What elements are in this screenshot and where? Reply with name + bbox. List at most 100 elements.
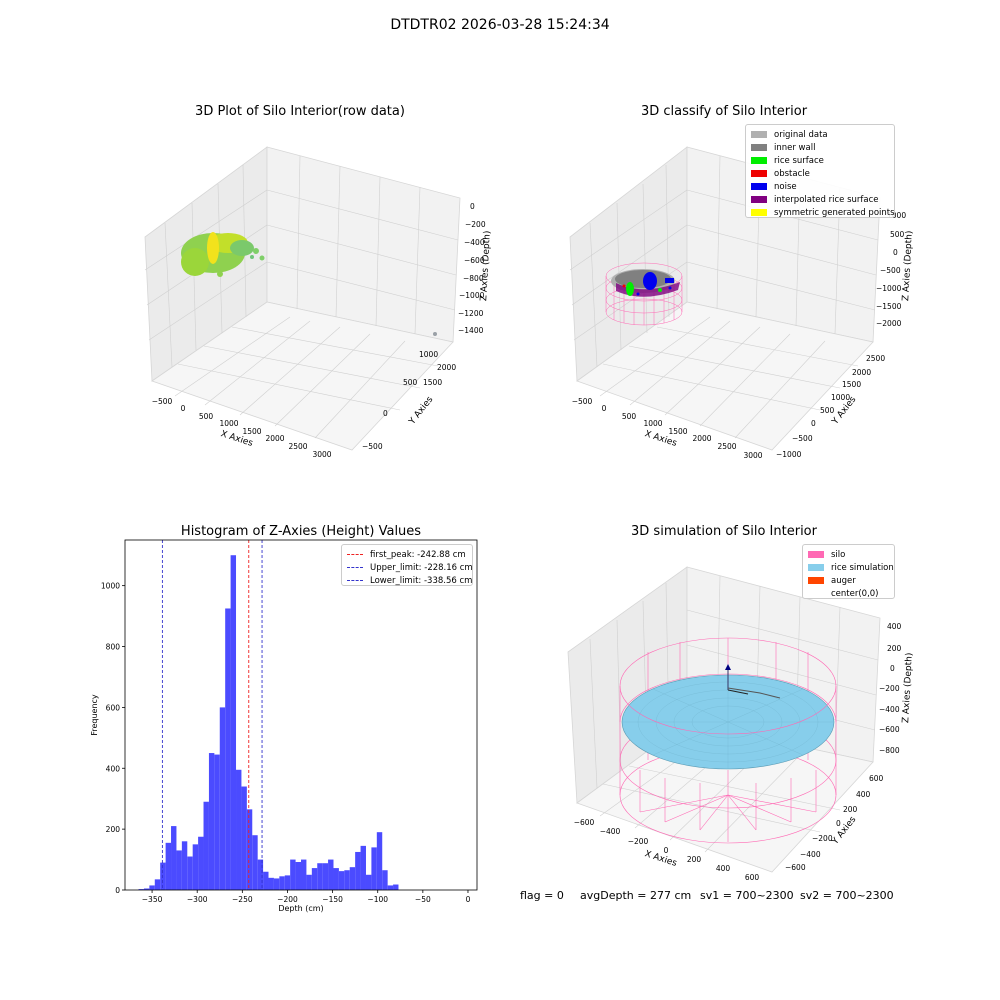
p2-ytick: 2500 — [866, 354, 885, 363]
plot2-legend: original data inner wall rice surface ob… — [745, 124, 895, 218]
histogram-bar — [290, 859, 296, 890]
legend-entry: obstacle — [751, 167, 889, 180]
hist-ylabel: Frequency — [90, 694, 99, 736]
status-sv2: sv2 = 700~2300 — [800, 889, 894, 902]
legend-entry: original data — [751, 128, 889, 141]
p4-ztick: 200 — [887, 644, 902, 653]
histogram-bar — [387, 885, 394, 890]
silo-wireframe-front — [619, 685, 837, 844]
hist-xtick-label: −200 — [277, 895, 298, 904]
p2-ztick: −1500 — [876, 302, 902, 311]
status-flag: flag = 0 — [520, 889, 564, 902]
p1-xtick: 3000 — [312, 450, 331, 459]
p4-zlabel: Z Axies (Depth) — [901, 652, 915, 723]
legend-swatch — [751, 196, 767, 203]
histogram-frame — [124, 539, 478, 891]
hist-ytick-label: 600 — [106, 703, 121, 712]
legend-line — [347, 554, 363, 555]
classified-point-cloud — [611, 269, 680, 297]
hist-xtick-label: −50 — [415, 895, 431, 904]
p2-xtick: −500 — [572, 397, 593, 406]
p1-zlabel: Z Axies (Depth) — [479, 230, 493, 301]
histogram-bar — [382, 870, 388, 890]
histogram-bar — [171, 826, 177, 890]
histogram-bar — [165, 842, 172, 890]
histogram-bar — [176, 850, 182, 890]
p4-xtick: 0 — [664, 846, 669, 855]
histogram-bar — [273, 878, 280, 890]
histogram-bar — [301, 859, 307, 890]
p4-ylabel: Y Axies — [830, 815, 859, 848]
legend-entry: inner wall — [751, 141, 889, 154]
p4-ztick: −400 — [879, 705, 900, 714]
histogram-bar — [268, 877, 274, 890]
histogram-bar — [236, 769, 242, 890]
p1-ztick: 0 — [470, 202, 475, 211]
legend-swatch — [751, 157, 767, 164]
p4-xtick: −200 — [628, 837, 649, 846]
p2-xtick: 1500 — [668, 427, 687, 436]
p4-ztick: 400 — [887, 622, 902, 631]
p1-ytick: −500 — [362, 442, 383, 451]
p4-ytick: 600 — [869, 774, 884, 783]
histogram-bar — [355, 851, 361, 890]
figure-title: DTDTR02 2026-03-28 15:24:34 — [390, 17, 610, 33]
p2-ztick: 1000 — [887, 211, 906, 220]
p2-ztick: −500 — [880, 266, 901, 275]
histogram-bar — [160, 862, 166, 890]
histogram-bar — [338, 871, 345, 890]
p4-ztick: −800 — [879, 746, 900, 755]
p1-xtick: −500 — [152, 397, 173, 406]
status-sv1: sv1 = 700~2300 — [700, 889, 794, 902]
histogram-reference-lines — [161, 540, 263, 890]
p4-ytick: 400 — [856, 790, 871, 799]
legend-swatch — [751, 183, 767, 190]
legend-swatch — [751, 170, 767, 177]
histogram-bar — [306, 874, 312, 890]
p2-xtick: 500 — [622, 412, 637, 421]
p1-ytick: 500 — [403, 378, 418, 387]
plot2-title: 3D classify of Silo Interior — [640, 104, 808, 119]
legend-swatch — [751, 144, 767, 151]
p2-ytick: 500 — [820, 406, 835, 415]
plot3-title: Histogram of Z-Axies (Height) Values — [180, 524, 422, 539]
histogram-bar — [263, 871, 269, 890]
histogram-bar — [376, 832, 383, 890]
histogram-bar — [181, 841, 188, 890]
histogram-bar — [333, 868, 339, 890]
legend-line — [347, 580, 363, 581]
auger-shaft — [725, 664, 781, 699]
histogram-bar — [187, 856, 193, 890]
hist-xtick-label: −300 — [187, 895, 208, 904]
histogram-bar — [317, 863, 323, 890]
histogram-bar — [214, 754, 220, 890]
histogram-bar — [393, 884, 399, 890]
p4-xlabel: X Axies — [643, 849, 678, 869]
p2-xtick: 1000 — [643, 419, 662, 428]
p4-ytick: −400 — [800, 850, 821, 859]
p1-ztick: −600 — [464, 256, 485, 265]
legend-entry: Upper_limit: -228.16 cm — [347, 561, 473, 574]
p4-xtick: −400 — [600, 827, 621, 836]
histogram-bar — [328, 859, 334, 890]
histogram-bar — [230, 555, 237, 890]
p1-xtick: 1500 — [242, 427, 261, 436]
legend-entry: symmetric generated points — [751, 206, 895, 219]
p4-xtick: 200 — [687, 855, 702, 864]
p1-ztick: −200 — [465, 220, 486, 229]
legend-swatch — [808, 590, 824, 597]
p1-xtick: 2500 — [288, 442, 307, 451]
p2-ytick: 1000 — [831, 393, 850, 402]
p1-ytick: 2000 — [437, 363, 456, 372]
hist-ytick-label: 800 — [106, 643, 121, 652]
p4-ytick: −600 — [785, 863, 806, 872]
histogram-bar — [219, 707, 226, 890]
histogram-bar — [208, 753, 215, 890]
legend-swatch — [808, 577, 824, 584]
legend-entry: interpolated rice surface — [751, 193, 889, 206]
legend-entry: rice simulation — [808, 561, 894, 574]
plot4-title: 3D simulation of Silo Interior — [631, 524, 817, 539]
